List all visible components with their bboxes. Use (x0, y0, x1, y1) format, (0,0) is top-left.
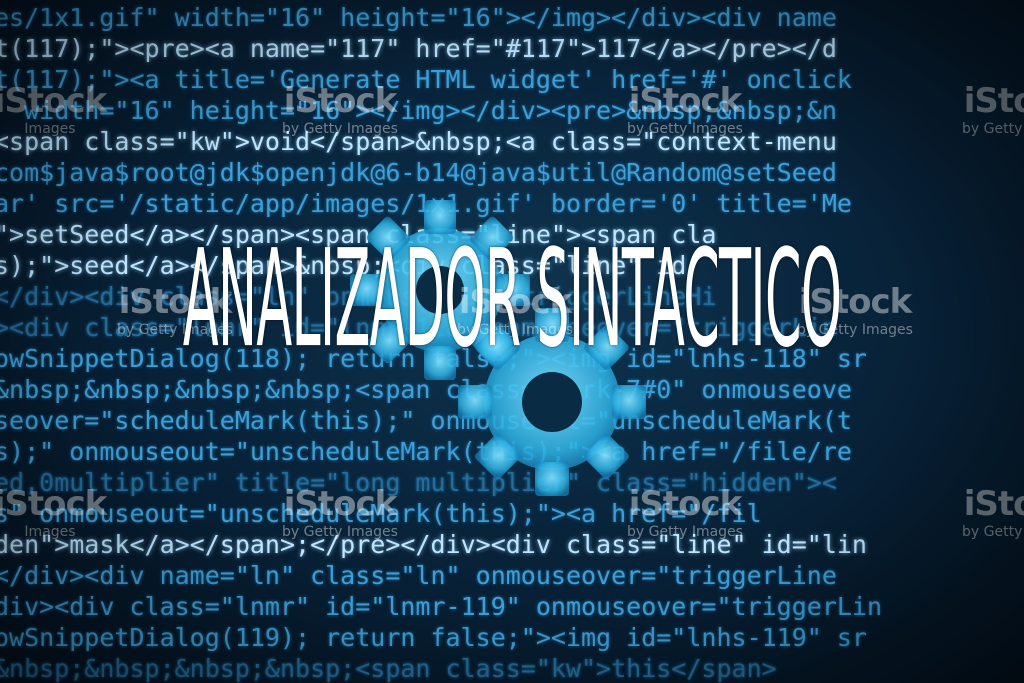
gears-graphic (330, 190, 670, 510)
code-line: ar' src='/static/app/images/1x1.gif' bor… (0, 189, 852, 218)
watermark-logo: iStock by Getty Images (282, 484, 398, 540)
headline-text: ANALIZADOR SINTACTICO (182, 223, 842, 379)
code-line: t(117);"><a title='Generate HTML widget'… (0, 65, 852, 94)
watermark-logo: iStock Images (0, 484, 107, 540)
code-line: com$java$root@jdk$openjdk@6-b14@java$uti… (0, 158, 837, 187)
watermark-logo: iStock by Getty Images (627, 81, 743, 137)
watermark-logo: iStock by Getty Images (117, 282, 233, 338)
watermark-logo: iStock by Getty Images (282, 81, 398, 137)
code-line: t(117);"><pre><a name="117" href="#117">… (0, 34, 837, 63)
code-line: owSnippetDialog(119); return false;"><im… (0, 623, 867, 652)
code-line: s" onmouseout="unscheduleMark(this);"><a… (0, 499, 762, 528)
code-line: den">mask</a></span>;</pre></div><div cl… (0, 530, 867, 559)
watermark-logo: iStock by Getty Images (627, 484, 743, 540)
watermark-logo: iStock by Getty Images (962, 484, 1024, 540)
small-gear-shape (458, 308, 646, 496)
watermark-logo: iStock by Getty Images (457, 282, 573, 338)
code-line: ed,0multiplier" title="long multiplier" … (0, 468, 837, 497)
code-line: seover="scheduleMark(this);" onmouseout=… (0, 406, 852, 435)
watermark-logo: iStock by Getty Images (797, 282, 913, 338)
code-line: width="16" height="16"></img></div><pre>… (0, 96, 837, 125)
code-line: &nbsp;&nbsp;&nbsp;&nbsp;<span class="kw"… (0, 654, 777, 683)
watermark-logo: iStock Images (0, 81, 107, 137)
large-gear-shape (350, 200, 530, 380)
gears-icon (350, 200, 646, 496)
code-line: <span class="kw">void</span>&nbsp;<a cla… (0, 127, 837, 156)
watermark-logo: iStock by Getty Images (962, 81, 1024, 137)
code-line: es/1x1.gif" width="16" height="16"></img… (0, 3, 837, 32)
code-line: div><div class="lnmr" id="lnmr-119" onmo… (0, 592, 883, 621)
code-line: </div><div name="ln" class="ln" onmouseo… (0, 561, 837, 590)
